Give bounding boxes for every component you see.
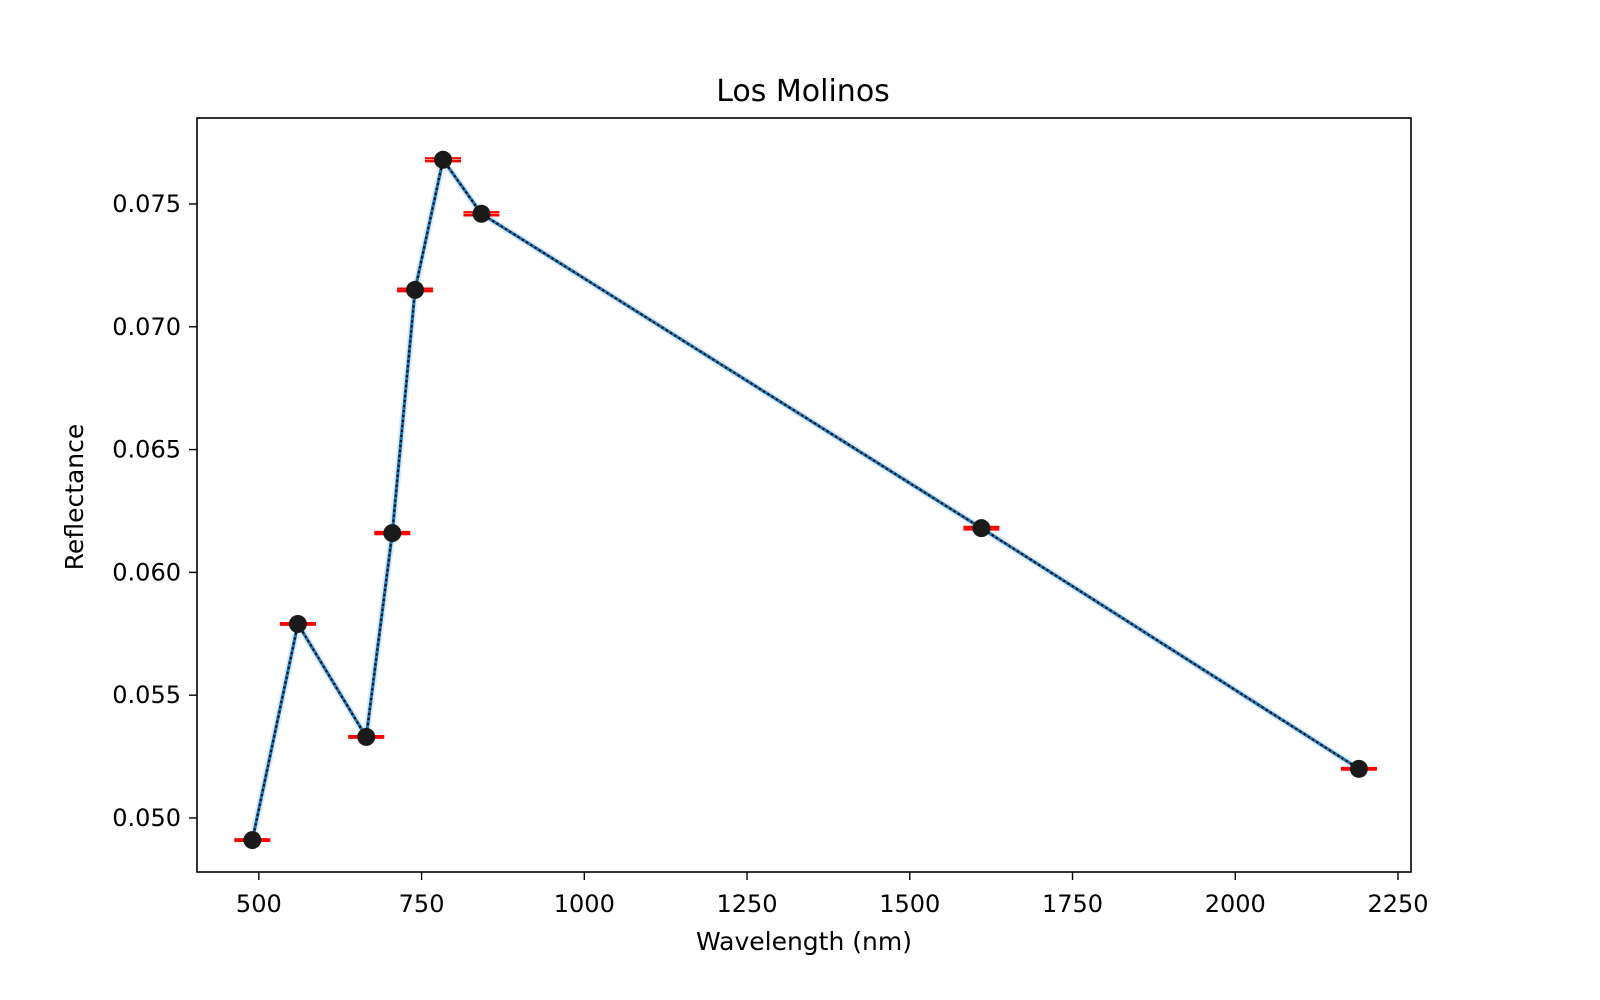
data-point-marker (243, 831, 262, 850)
x-tick-label: 1750 (1042, 890, 1103, 918)
x-axis: 500 750 1000 1250 1500 1750 2000 2250 (236, 872, 1429, 918)
x-tick-label: 2000 (1205, 890, 1266, 918)
data-point (374, 524, 411, 543)
y-tick-label: 0.060 (112, 558, 181, 586)
data-point (348, 727, 385, 746)
series-dotted-line (251, 158, 1360, 841)
y-tick-label: 0.065 (112, 436, 181, 464)
data-point (463, 204, 500, 223)
y-tick-label: 0.075 (112, 190, 181, 218)
x-tick-label: 1250 (717, 890, 778, 918)
x-tick-label: 2250 (1367, 890, 1428, 918)
axes-frame (196, 117, 1412, 873)
data-point-marker (383, 524, 402, 543)
data-point-marker (1349, 759, 1368, 778)
data-point (234, 831, 271, 850)
data-point (279, 614, 316, 633)
data-point (397, 280, 434, 299)
y-axis: 0.050 0.055 0.060 0.065 0.070 0.075 (112, 190, 197, 832)
y-tick-label: 0.070 (112, 313, 181, 341)
plot-area (234, 150, 1377, 850)
x-tick-label: 1000 (554, 890, 615, 918)
y-tick-label: 0.050 (112, 804, 181, 832)
data-point (963, 519, 1000, 538)
data-point-marker (972, 519, 991, 538)
x-tick-label: 750 (399, 890, 445, 918)
x-axis-label: Wavelength (nm) (696, 927, 912, 956)
data-point-marker (434, 150, 453, 169)
data-point (425, 150, 462, 169)
data-point-marker (406, 280, 425, 299)
data-point-marker (288, 614, 307, 633)
chart-title: Los Molinos (716, 74, 890, 109)
data-point-marker (472, 204, 491, 223)
data-point (1340, 759, 1377, 778)
y-axis-label: Reflectance (60, 424, 89, 571)
x-tick-label: 1500 (879, 890, 940, 918)
y-tick-label: 0.055 (112, 681, 181, 709)
x-tick-label: 500 (236, 890, 282, 918)
data-point-marker (357, 727, 376, 746)
